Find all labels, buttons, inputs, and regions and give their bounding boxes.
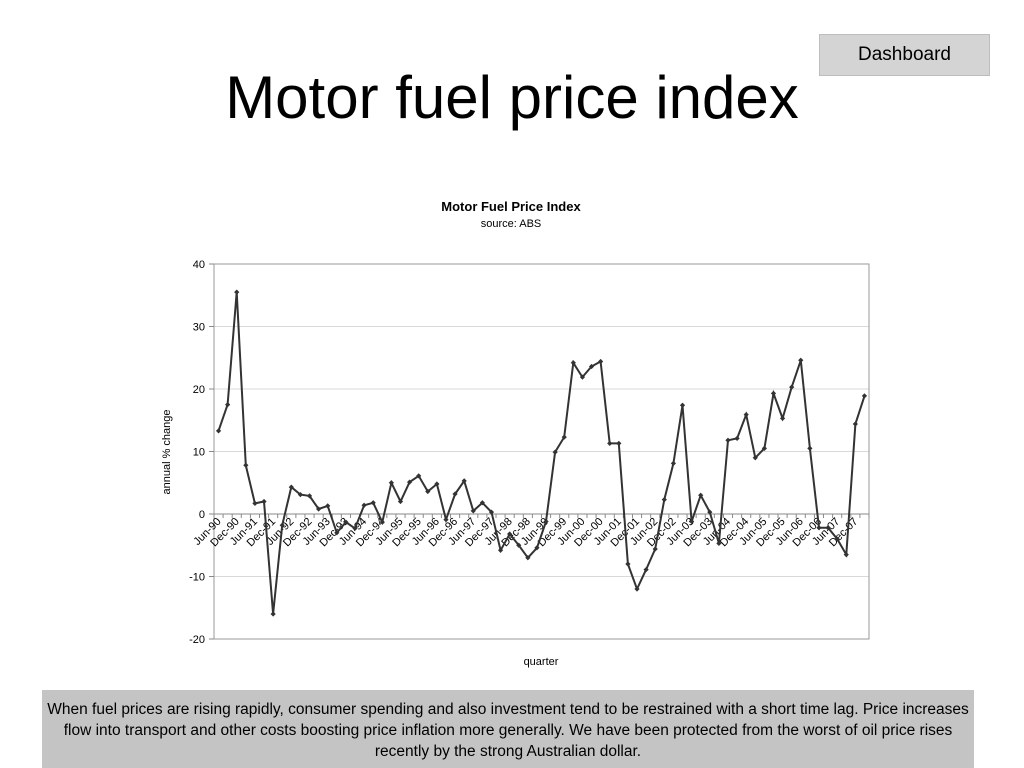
- data-point: [434, 481, 440, 487]
- data-point: [852, 421, 858, 427]
- data-point: [843, 552, 849, 558]
- data-point: [798, 357, 804, 363]
- data-point: [861, 393, 868, 399]
- data-point: [579, 374, 586, 380]
- data-point: [325, 503, 331, 509]
- caption-text: When fuel prices are rising rapidly, con…: [42, 690, 974, 768]
- data-point: [643, 567, 649, 573]
- dashboard-button[interactable]: Dashboard: [819, 34, 990, 76]
- data-point: [779, 415, 786, 421]
- x-axis-label: quarter: [524, 656, 559, 668]
- data-point: [825, 525, 831, 531]
- data-point: [689, 518, 695, 525]
- data-point: [270, 611, 276, 617]
- data-point: [497, 547, 504, 553]
- data-point: [652, 546, 658, 552]
- data-point: [707, 509, 713, 515]
- data-point: [598, 358, 604, 365]
- data-point: [397, 498, 404, 505]
- data-point: [570, 360, 576, 366]
- data-point: [807, 445, 813, 451]
- data-point: [588, 363, 595, 370]
- data-point: [816, 525, 822, 531]
- data-point: [743, 412, 749, 418]
- data-point: [306, 493, 313, 499]
- data-point: [343, 519, 349, 525]
- data-point: [661, 497, 667, 503]
- data-point: [452, 491, 458, 497]
- data-point: [616, 440, 622, 446]
- y-tick-label: 0: [199, 509, 205, 521]
- data-point: [725, 437, 731, 443]
- data-point: [716, 540, 722, 546]
- data-point: [361, 502, 367, 508]
- y-tick-label: 10: [193, 447, 205, 459]
- y-tick-label: -20: [189, 634, 205, 646]
- data-point: [488, 509, 495, 515]
- data-point: [297, 492, 304, 498]
- data-point: [461, 478, 467, 484]
- data-point: [352, 525, 358, 531]
- y-tick-label: -10: [189, 572, 205, 584]
- series-line: [217, 292, 866, 615]
- data-point: [261, 498, 267, 505]
- data-point: [770, 390, 777, 396]
- data-point: [243, 462, 249, 468]
- data-point: [698, 492, 704, 498]
- data-point: [425, 488, 431, 495]
- data-point: [525, 555, 531, 561]
- data-point: [252, 500, 258, 506]
- data-point: [279, 522, 285, 528]
- data-point: [734, 435, 740, 441]
- chart-subtitle: source: ABS: [481, 218, 542, 230]
- data-point: [834, 536, 840, 542]
- data-point: [479, 500, 485, 506]
- chart-title: Motor Fuel Price Index: [441, 199, 581, 214]
- data-point: [761, 445, 767, 451]
- data-point: [507, 531, 513, 537]
- fuel-price-chart: Motor Fuel Price Index source: ABS annua…: [161, 199, 870, 668]
- data-point: [670, 460, 677, 466]
- data-point: [789, 384, 795, 390]
- data-point: [607, 440, 613, 446]
- data-point: [288, 484, 294, 490]
- data-point: [388, 480, 394, 486]
- slide-title: Motor fuel price index: [225, 64, 799, 131]
- data-point: [443, 517, 449, 523]
- data-point: [634, 586, 640, 592]
- data-point: [215, 428, 222, 434]
- data-point: [406, 479, 413, 485]
- data-point: [679, 402, 686, 408]
- y-tick-label: 40: [193, 259, 205, 271]
- data-point: [316, 506, 322, 512]
- data-point: [470, 508, 476, 514]
- y-tick-label: 20: [193, 384, 205, 396]
- data-point: [379, 519, 385, 525]
- data-point: [416, 473, 422, 479]
- data-point: [225, 402, 231, 408]
- data-point: [625, 561, 631, 567]
- data-point: [370, 500, 376, 506]
- data-point: [543, 518, 549, 525]
- data-point: [534, 545, 540, 551]
- data-point: [552, 449, 558, 455]
- data-point: [234, 289, 240, 295]
- data-point: [561, 434, 567, 440]
- data-point: [752, 455, 758, 461]
- data-point: [334, 530, 340, 536]
- y-tick-label: 30: [193, 322, 205, 334]
- data-point: [516, 542, 522, 548]
- y-axis-label: annual % change: [161, 409, 173, 494]
